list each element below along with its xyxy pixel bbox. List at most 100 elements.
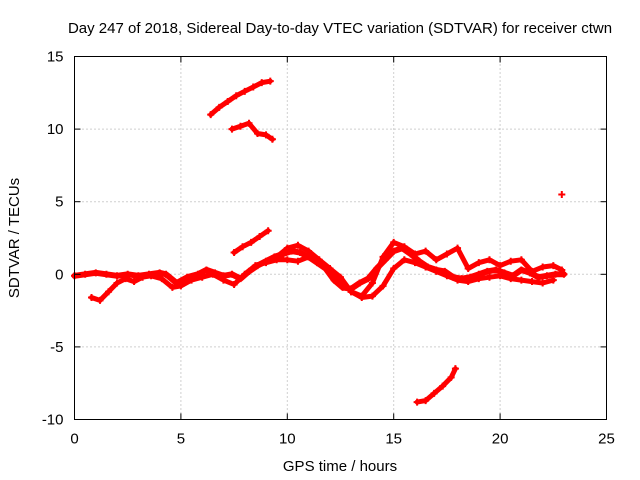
data-point	[539, 263, 547, 271]
data-point	[496, 272, 504, 280]
data-point	[124, 270, 132, 278]
data-point	[247, 238, 255, 246]
data-point	[232, 92, 240, 100]
data-point	[239, 243, 247, 251]
data-point	[315, 256, 323, 264]
data-point	[528, 267, 536, 275]
data-point	[228, 125, 236, 133]
data-point	[88, 294, 96, 302]
data-point	[294, 257, 302, 265]
data-point	[454, 276, 462, 284]
data-point	[432, 267, 440, 275]
data-point	[528, 278, 536, 286]
data-point	[330, 276, 338, 284]
data-point	[105, 288, 113, 296]
data-point	[432, 256, 440, 264]
data-point	[228, 270, 236, 278]
data-point	[539, 279, 547, 287]
data-point	[475, 275, 483, 283]
data-point	[443, 250, 451, 258]
data-point	[422, 247, 430, 255]
series-arc-upper	[207, 77, 274, 119]
data-point	[147, 272, 155, 280]
y-tick-label: -5	[50, 339, 63, 356]
data-point	[268, 135, 276, 143]
data-point	[283, 256, 291, 264]
data-point	[241, 270, 249, 278]
plot-frame	[74, 56, 607, 420]
data-point	[156, 269, 164, 277]
data-series-layer	[71, 77, 568, 406]
series-line	[274, 239, 565, 299]
data-point	[560, 270, 568, 278]
data-point	[266, 77, 274, 85]
data-point	[256, 233, 264, 241]
series-main-band-c	[273, 238, 566, 300]
data-point	[251, 262, 259, 270]
series-main-band-a	[71, 244, 568, 293]
y-tick-label: 5	[55, 194, 63, 211]
grid-lines	[74, 56, 607, 420]
data-point	[507, 257, 515, 265]
data-point	[283, 244, 291, 252]
data-point	[209, 270, 217, 278]
data-point	[549, 276, 557, 284]
data-point	[485, 273, 493, 281]
data-point	[430, 389, 438, 397]
data-point	[411, 250, 419, 258]
data-point	[549, 262, 557, 270]
data-point	[390, 264, 398, 272]
data-point	[96, 296, 104, 304]
y-tick-label: -10	[42, 412, 64, 429]
data-point	[517, 276, 525, 284]
data-point	[400, 256, 408, 264]
data-point	[411, 259, 419, 267]
data-point	[558, 190, 566, 198]
data-point	[443, 272, 451, 280]
x-tick-label: 10	[279, 431, 296, 448]
data-point	[188, 276, 196, 284]
series-isolated-point	[558, 190, 566, 198]
data-point	[92, 269, 100, 277]
data-point	[507, 275, 515, 283]
data-point	[543, 272, 551, 280]
data-point	[113, 272, 121, 280]
data-point	[198, 273, 206, 281]
data-point	[262, 131, 270, 139]
data-point	[162, 270, 170, 278]
data-point	[368, 279, 376, 287]
data-point	[245, 119, 253, 127]
data-point	[400, 243, 408, 251]
data-point	[358, 292, 366, 300]
y-tick-label: 15	[47, 49, 64, 66]
data-point	[475, 259, 483, 267]
y-tick-label: 0	[55, 266, 63, 283]
data-point	[379, 253, 387, 261]
x-tick-label: 15	[385, 431, 402, 448]
x-tick-label: 25	[598, 431, 615, 448]
axis-ticks: 0 5 10 15 20 25 -10 -5 0 5 10 15	[42, 49, 615, 448]
data-point	[368, 292, 376, 300]
series-line	[414, 366, 458, 405]
data-point	[102, 270, 110, 278]
data-point	[139, 273, 147, 281]
data-point	[390, 247, 398, 255]
data-point	[492, 266, 500, 274]
data-point	[122, 275, 130, 283]
data-point	[439, 382, 447, 390]
data-point	[241, 87, 249, 95]
data-point	[496, 262, 504, 270]
data-point	[130, 278, 138, 286]
data-point	[305, 247, 313, 255]
data-point	[356, 279, 364, 287]
data-point	[158, 275, 166, 283]
y-tick-label: 10	[47, 121, 64, 138]
data-point	[451, 365, 459, 373]
data-point	[202, 266, 210, 274]
data-point	[296, 249, 304, 257]
series-arc-low	[413, 365, 459, 406]
data-point	[517, 256, 525, 264]
data-point	[230, 249, 238, 257]
series-main-band-b	[88, 253, 557, 304]
